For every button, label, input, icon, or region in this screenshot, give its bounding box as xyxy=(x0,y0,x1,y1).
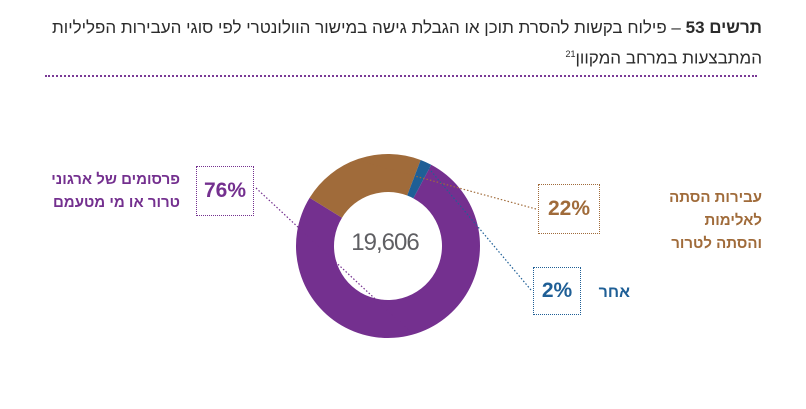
value-box-other: 2% xyxy=(533,267,581,315)
label-other: אחר xyxy=(590,281,630,304)
donut-slice-terror-publications xyxy=(296,164,480,338)
figure-label: תרשים 53 xyxy=(685,18,762,37)
chart-title: תרשים 53 – פילוח בקשות להסרת תוכן או הגב… xyxy=(42,14,762,72)
label-line-1: עבירות הסתה לאלימות xyxy=(669,189,762,229)
leader-line-other xyxy=(424,163,532,291)
value-box-terror-publications: 76% xyxy=(196,166,254,216)
leader-lines xyxy=(255,160,537,334)
figure-caption: – פילוח בקשות להסרת תוכן או הגבלת גישה ב… xyxy=(52,18,762,68)
label-incitement: עבירות הסתה לאלימות והסתה לטרור xyxy=(612,186,762,255)
label-line-1: פרסומים של ארגוני xyxy=(51,171,180,188)
value-box-incitement: 22% xyxy=(538,184,600,234)
donut-slice-other xyxy=(407,159,432,199)
title-divider xyxy=(45,75,757,77)
label-terror-publications: פרסומים של ארגוני טרור או מי מטעמם xyxy=(40,168,180,214)
label-line-2: טרור או מי מטעמם xyxy=(53,194,180,211)
leader-line-terror-publications xyxy=(255,187,413,334)
footnote-ref: 21 xyxy=(565,49,576,59)
leader-line-incitement xyxy=(358,160,537,210)
label-line-1: אחר xyxy=(598,284,630,301)
label-line-2: והסתה לטרור xyxy=(671,235,762,252)
donut-center-total: 19,606 xyxy=(351,229,419,256)
